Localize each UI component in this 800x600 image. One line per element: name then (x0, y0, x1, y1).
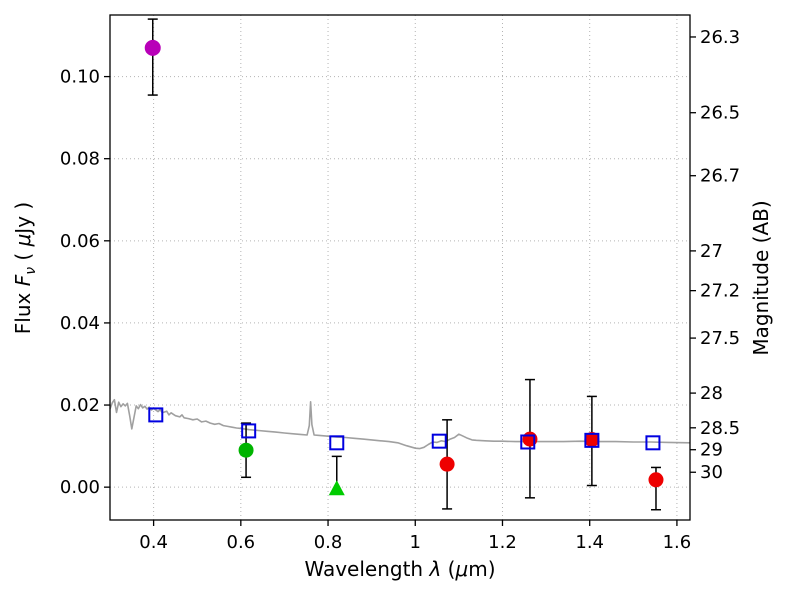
data-point-model-photometry (329, 435, 345, 451)
y-right-tick-label: 28 (700, 383, 723, 404)
y-right-tick-label: 27.5 (700, 328, 740, 349)
x-tick-label: 1.6 (663, 532, 692, 553)
y-left-tick-label: 0.04 (60, 313, 100, 334)
data-point-red-photometry (648, 472, 664, 488)
y-left-tick-label: 0.06 (60, 231, 100, 252)
data-point-red-photometry (439, 456, 455, 472)
data-point-model-photometry (431, 433, 447, 449)
y-right-tick-label: 28.5 (700, 418, 740, 439)
x-tick-label: 0.6 (227, 532, 256, 553)
y-right-tick-label: 26.5 (700, 103, 740, 124)
y-right-tick-label: 27 (700, 241, 723, 262)
y-right-axis-label: Magnitude (AB) (749, 200, 773, 355)
data-point-model-photometry (584, 432, 600, 448)
x-tick-label: 1 (410, 532, 421, 553)
y-left-axis-label: Flux Fν ( μJy ) (11, 202, 39, 334)
y-right-tick-label: 27.2 (700, 281, 740, 302)
y-right-tick-label: 30 (700, 462, 723, 483)
data-point-green-photometry (238, 442, 254, 458)
data-point-red-photometry (584, 432, 600, 448)
y-right-tick-label: 29 (700, 440, 723, 461)
x-tick-label: 0.8 (314, 532, 343, 553)
y-left-tick-label: 0.10 (60, 67, 100, 88)
y-left-tick-label: 0.08 (60, 149, 100, 170)
y-left-tick-label: 0.02 (60, 395, 100, 416)
spectrum-line (109, 398, 691, 450)
x-tick-label: 1.2 (488, 532, 517, 553)
x-tick-label: 0.4 (139, 532, 168, 553)
data-point-model-photometry (645, 435, 661, 451)
x-tick-label: 1.4 (575, 532, 604, 553)
y-right-tick-label: 26.7 (700, 166, 740, 187)
data-point-purple-photometry (144, 39, 161, 56)
data-point-model-photometry (241, 423, 257, 439)
chart-generated: 0.4 0.6 0.8 1 1.2 1.4 1.6 0.00 0.02 0.04 0.06 0.08 0… (60, 14, 740, 553)
y-left-tick-label: 0.00 (60, 477, 100, 498)
data-point-model-photometry (148, 407, 164, 423)
data-point-green-upper-limit (328, 480, 345, 496)
data-point-model-photometry (520, 434, 536, 450)
y-right-tick-label: 26.3 (700, 27, 740, 48)
plot-frame (109, 14, 691, 521)
x-axis-label: Wavelength λ (μm) (304, 557, 495, 581)
